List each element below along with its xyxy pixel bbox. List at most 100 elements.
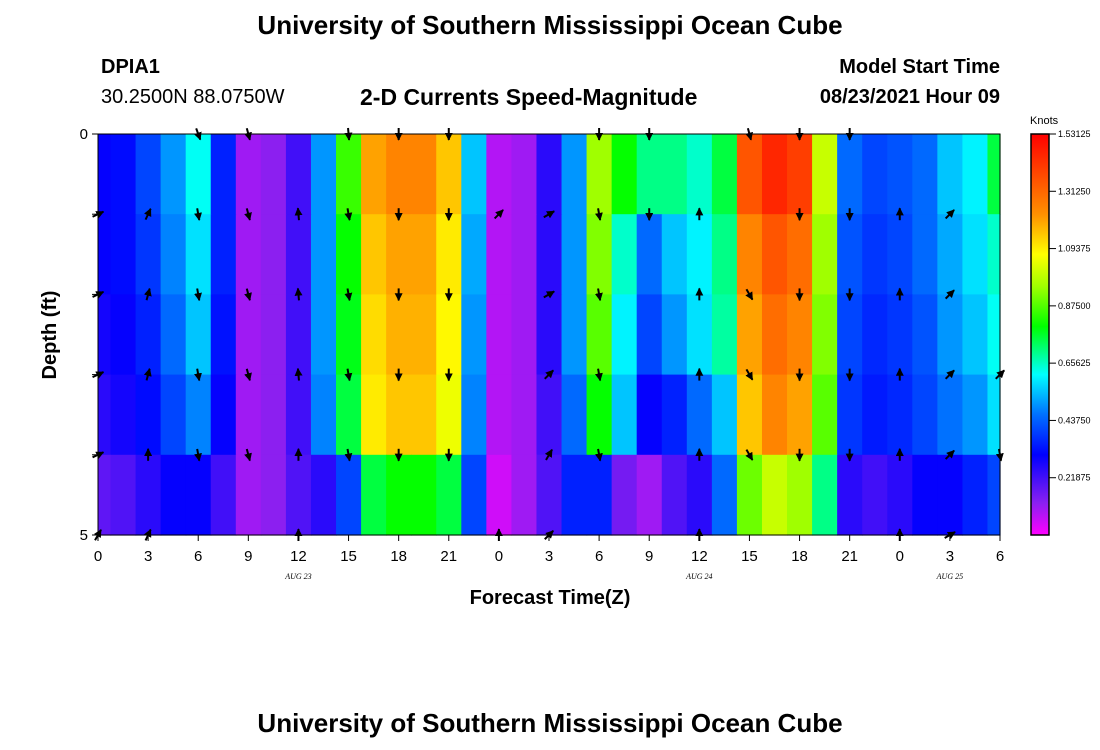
heatmap-cell — [386, 214, 412, 295]
heatmap-cell — [962, 374, 989, 456]
current-arrow — [294, 287, 303, 301]
heatmap-cell — [336, 294, 362, 376]
heatmap-cell — [787, 374, 813, 456]
heatmap-cell — [711, 294, 738, 376]
x-tick-label: 9 — [645, 548, 653, 565]
footer-title: University of Southern Mississippi Ocean… — [257, 708, 843, 738]
current-arrow — [194, 288, 202, 302]
heatmap-cell — [210, 454, 237, 536]
heatmap-cell — [110, 294, 137, 376]
heatmap-cell — [736, 294, 763, 376]
heatmap-cell — [386, 294, 412, 376]
heatmap-cell — [812, 214, 838, 295]
heatmap-cell — [711, 214, 738, 295]
current-arrow — [544, 448, 553, 461]
x-tick-label: 0 — [495, 548, 503, 565]
x-tick-label: 12 — [290, 548, 307, 565]
heatmap-cell — [361, 134, 387, 215]
heatmap-cell — [736, 134, 763, 215]
heatmap-cell — [361, 214, 387, 295]
y-tick-label: 5 — [80, 527, 88, 544]
heatmap-cell — [987, 374, 1001, 456]
current-arrow — [194, 448, 202, 462]
heatmap-cell — [611, 134, 638, 215]
heatmap-cell — [235, 134, 262, 215]
heatmap-cell — [210, 294, 237, 376]
heatmap-cell — [536, 214, 563, 295]
heatmap-cell — [962, 214, 989, 295]
heatmap-cell — [361, 294, 387, 376]
current-arrow — [344, 288, 353, 302]
heatmap-cell — [636, 294, 663, 376]
heatmap-cell — [887, 454, 913, 536]
x-tick-label: 15 — [741, 548, 758, 565]
colorbar-unit: Knots — [1030, 115, 1059, 127]
heatmap-cell — [636, 134, 663, 215]
heatmap-cell — [787, 214, 813, 295]
heatmap-cell — [135, 214, 162, 295]
current-arrow — [344, 448, 353, 462]
heatmap-cell — [661, 374, 688, 456]
heatmap-cell — [912, 134, 938, 215]
heatmap-cell — [185, 374, 212, 456]
heatmap-cell — [611, 214, 638, 295]
heatmap-cell — [285, 374, 312, 456]
x-axis: 0 3 6 9 12 15 18 21 0 3 6 9 12 15 18 21 0 3 6 AUG 23 AUG 24 A… — [94, 535, 1004, 581]
heatmap-cell — [937, 214, 964, 295]
heatmap-cell — [336, 134, 362, 215]
heatmap-cell — [711, 134, 738, 215]
model-start-label: Model Start Time — [839, 56, 1000, 78]
heatmap-cell — [210, 214, 237, 295]
day-label: AUG 25 — [936, 572, 963, 581]
heatmap-cell — [862, 294, 888, 376]
heatmap-cell — [411, 374, 437, 456]
heatmap-cell — [461, 134, 487, 215]
heatmap-cell — [98, 454, 112, 536]
heatmap-cell — [887, 134, 913, 215]
heatmap-cell — [160, 134, 187, 215]
heatmap-cell — [912, 454, 938, 536]
heatmap-cell — [486, 294, 513, 376]
colorbar: Knots 0.21875 0.43750 0.65625 0.87500 1.0937… — [1030, 115, 1091, 536]
colorbar-tick-label: 0.65625 — [1058, 358, 1091, 368]
heatmap-cell — [611, 454, 638, 536]
x-tick-label: 3 — [545, 548, 553, 565]
x-tick-label: 18 — [390, 548, 407, 565]
heatmap-cell — [561, 374, 588, 456]
heatmap-cell — [586, 214, 613, 295]
current-arrow — [244, 288, 252, 301]
heatmap-cell — [235, 214, 262, 295]
current-arrow — [944, 289, 955, 300]
current-arrow — [543, 290, 555, 299]
heatmap-cell — [461, 374, 487, 456]
heatmap-cell — [536, 134, 563, 215]
heatmap-cell — [185, 134, 212, 215]
heatmap-cell — [235, 294, 262, 376]
current-arrow — [594, 368, 603, 382]
heatmap-cell — [285, 294, 312, 376]
heatmap-cell — [511, 294, 538, 376]
x-tick-label: 0 — [896, 548, 904, 565]
heatmap-cell — [185, 294, 212, 376]
x-axis-label: Forecast Time(Z) — [470, 587, 631, 609]
heatmap-cell — [561, 134, 588, 215]
heatmap-cell — [411, 294, 437, 376]
x-tick-label: 12 — [691, 548, 708, 565]
current-arrow — [594, 448, 603, 462]
heatmap-cell — [536, 454, 563, 536]
current-arrow — [594, 208, 603, 221]
current-arrow — [543, 210, 555, 219]
y-tick-label: 0 — [80, 126, 88, 143]
heatmap-cell — [661, 294, 688, 376]
heatmap-cell — [235, 454, 262, 536]
heatmap-cell — [561, 214, 588, 295]
heatmap-cell — [887, 214, 913, 295]
x-tick-label: 6 — [996, 548, 1004, 565]
current-arrow — [244, 208, 252, 221]
heatmap-cell — [260, 214, 287, 295]
current-arrow — [244, 368, 252, 382]
x-tick-label: 0 — [94, 548, 102, 565]
heatmap-cell — [285, 134, 312, 215]
heatmap-cell — [235, 374, 262, 456]
day-label: AUG 23 — [284, 572, 311, 581]
